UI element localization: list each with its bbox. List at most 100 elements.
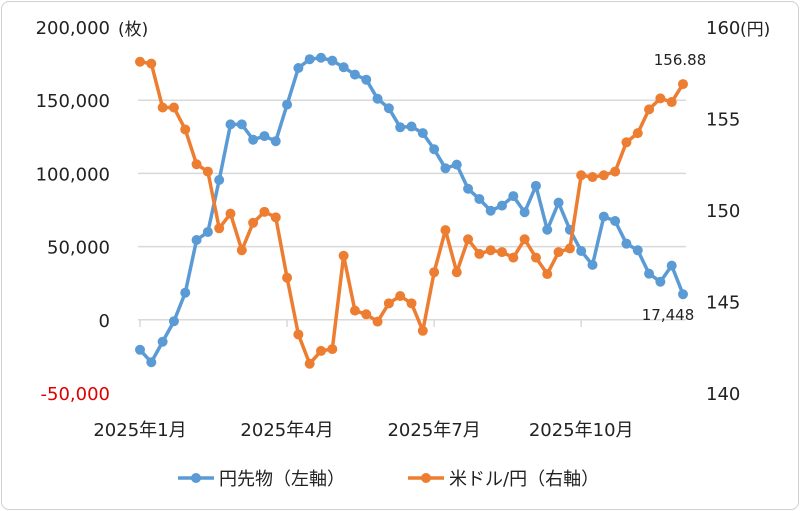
data-point-series-0 (429, 144, 440, 155)
data-point-series-1 (678, 79, 688, 90)
data-point-series-0 (463, 183, 474, 194)
data-point-series-1 (282, 272, 293, 283)
data-point-series-0 (214, 174, 225, 185)
left-tick-label: 0 (99, 311, 110, 332)
data-point-series-0 (349, 69, 360, 80)
last-value-label-yen-futures: 17,448 (642, 306, 695, 324)
data-point-series-1 (406, 298, 417, 309)
data-point-series-1 (644, 104, 655, 115)
data-point-series-0 (474, 194, 485, 205)
data-point-series-0 (587, 259, 598, 270)
right-tick-label: 140 (706, 384, 740, 405)
data-point-series-1 (191, 159, 202, 170)
data-point-series-1 (508, 252, 519, 263)
data-point-series-0 (372, 93, 383, 104)
data-point-series-1 (655, 93, 666, 104)
data-point-series-1 (576, 170, 587, 181)
data-point-series-1 (316, 345, 326, 356)
data-point-series-0 (678, 289, 688, 300)
data-point-series-0 (553, 197, 564, 208)
data-point-series-0 (168, 316, 179, 327)
data-point-series-1 (610, 166, 621, 177)
data-point-series-1 (497, 247, 507, 258)
data-point-series-1 (327, 344, 338, 355)
data-point-series-0 (576, 245, 587, 256)
left-tick-label: -50,000 (41, 384, 110, 405)
data-point-series-1 (587, 172, 598, 183)
data-point-series-0 (632, 245, 643, 256)
data-point-series-0 (644, 268, 655, 279)
data-point-series-0 (259, 131, 270, 142)
data-point-series-1 (474, 248, 485, 259)
legend-label-yen-futures: 円先物（左軸） (219, 469, 345, 490)
data-point-series-1 (372, 316, 383, 327)
left-tick-label: 100,000 (36, 164, 110, 185)
data-point-series-0 (361, 74, 372, 85)
data-point-series-0 (304, 54, 315, 65)
right-tick-label: 150 (706, 201, 740, 222)
data-point-series-1 (451, 267, 462, 278)
data-point-series-0 (293, 62, 304, 73)
data-point-series-1 (361, 309, 372, 320)
data-point-series-1 (157, 102, 168, 113)
data-point-series-0 (485, 205, 496, 216)
data-point-series-0 (191, 235, 202, 246)
data-point-series-1 (214, 223, 225, 234)
data-point-series-1 (259, 206, 270, 217)
data-point-series-1 (530, 252, 541, 263)
data-point-series-1 (542, 269, 553, 280)
data-point-series-0 (157, 336, 168, 347)
data-point-series-0 (542, 224, 553, 235)
left-axis-unit: (枚) (118, 20, 148, 40)
data-point-series-0 (270, 136, 281, 147)
data-point-series-0 (519, 207, 530, 218)
data-point-series-1 (598, 170, 609, 181)
data-point-series-1 (338, 250, 349, 261)
data-point-series-1 (383, 298, 394, 309)
data-point-series-1 (202, 166, 213, 177)
data-point-series-1 (519, 234, 530, 245)
data-point-series-0 (180, 287, 191, 298)
legend-label-usdjpy: 米ドル/円（右軸） (449, 469, 599, 490)
left-tick-label: 150,000 (36, 91, 110, 112)
data-point-series-0 (248, 134, 259, 145)
data-point-series-1 (485, 245, 496, 256)
data-point-series-0 (395, 122, 406, 133)
data-point-series-1 (304, 358, 315, 369)
data-point-series-1 (248, 217, 259, 228)
data-point-series-0 (236, 119, 247, 130)
data-point-series-0 (610, 215, 621, 226)
right-tick-label: 155 (706, 110, 740, 131)
data-point-series-0 (406, 121, 417, 132)
data-point-series-1 (225, 208, 236, 219)
x-tick-label: 2025年10月 (529, 420, 634, 441)
data-point-series-0 (497, 200, 507, 211)
data-point-series-0 (316, 52, 326, 63)
last-value-label-usdjpy: 156.88 (654, 51, 707, 69)
data-point-series-1 (564, 243, 575, 254)
data-point-series-0 (383, 103, 394, 114)
data-point-series-1 (429, 267, 440, 278)
legend-marker-yen-futures (191, 473, 201, 483)
right-tick-label: 160 (706, 18, 740, 39)
x-tick-label: 2025年7月 (387, 420, 480, 441)
data-point-series-0 (282, 99, 293, 110)
data-point-series-1 (168, 102, 179, 113)
data-point-series-0 (598, 211, 609, 222)
right-tick-label: 145 (706, 293, 740, 314)
data-point-series-1 (236, 245, 247, 256)
data-point-series-1 (349, 305, 360, 316)
data-point-series-0 (327, 55, 338, 66)
data-point-series-0 (530, 180, 541, 191)
data-point-series-0 (655, 276, 666, 287)
right-axis-unit: (円) (740, 20, 770, 40)
x-tick-label: 2025年4月 (240, 420, 333, 441)
data-point-series-0 (225, 119, 236, 130)
data-point-series-1 (135, 56, 145, 67)
series-line-0 (138, 55, 685, 365)
data-point-series-1 (270, 212, 281, 223)
data-point-series-1 (621, 137, 632, 148)
legend: 円先物（左軸） 米ドル/円（右軸） (178, 469, 599, 490)
